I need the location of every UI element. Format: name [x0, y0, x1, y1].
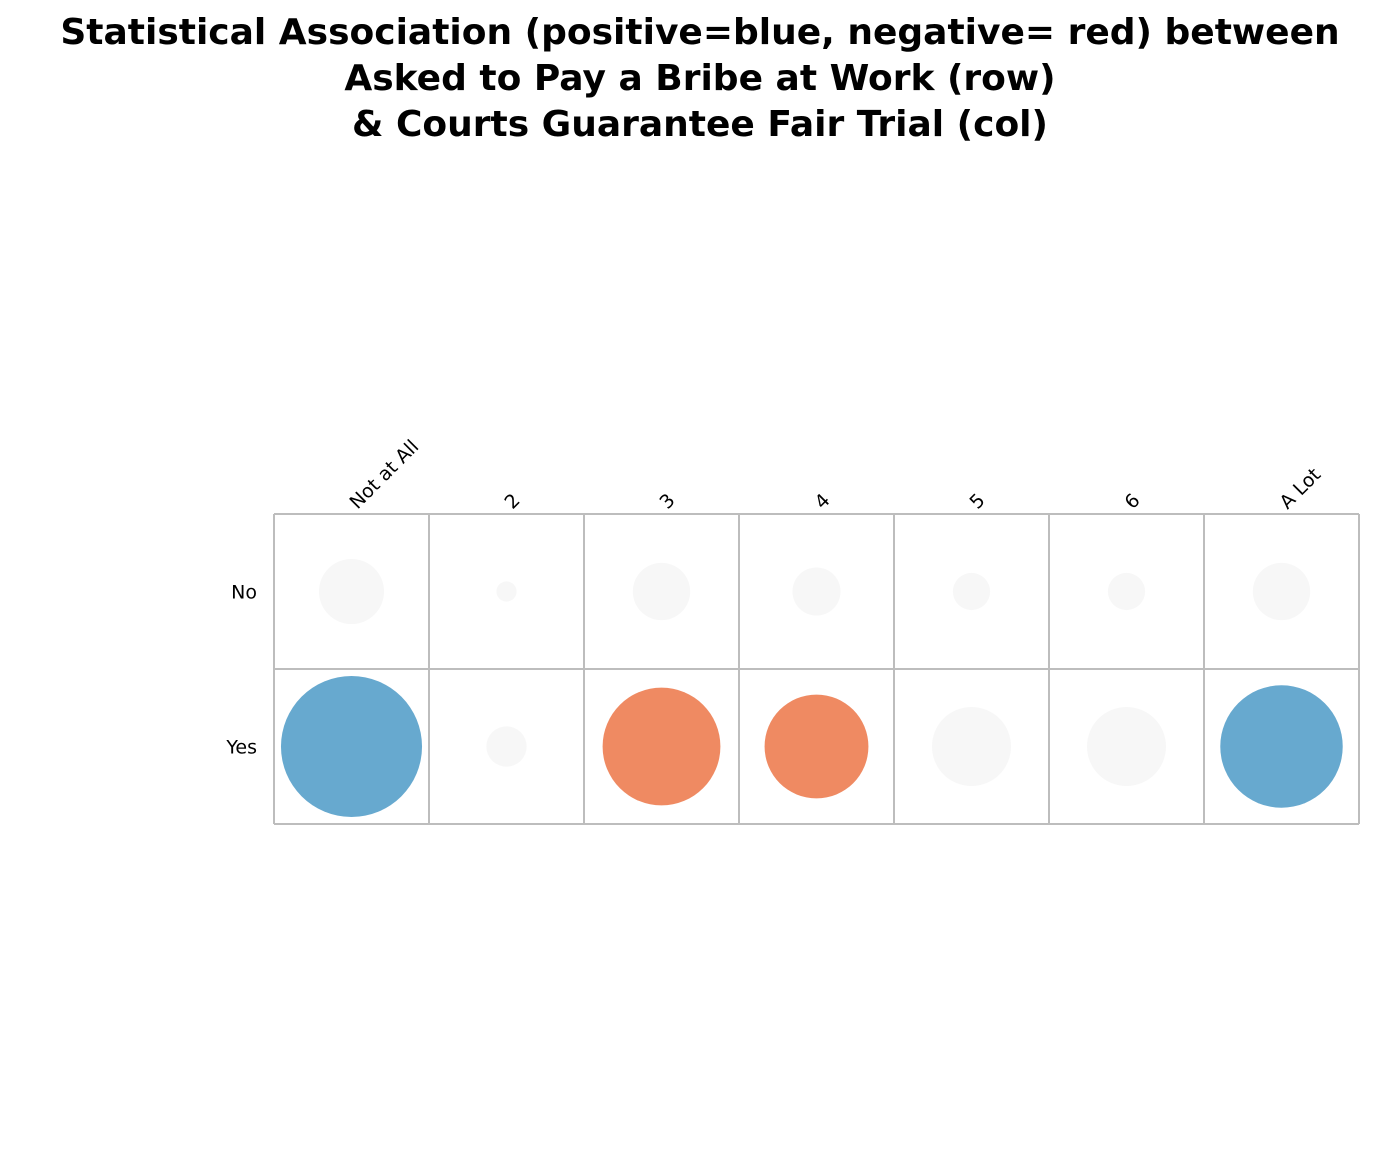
column-label: A Lot — [1275, 464, 1325, 514]
column-label: 3 — [655, 489, 679, 513]
bubble-r1-c6 — [1220, 685, 1343, 808]
chart-title-line-3: & Courts Guarantee Fair Trial (col) — [352, 104, 1048, 145]
chart-title-line-2: Asked to Pay a Bribe at Work (row) — [344, 58, 1056, 99]
row-label: No — [231, 582, 257, 604]
bubble-r1-c0 — [280, 675, 423, 818]
chart-title-line-1: Statistical Association (positive=blue, … — [60, 12, 1340, 53]
bubble-r1-c1 — [486, 726, 527, 767]
column-label: 5 — [965, 489, 989, 513]
bubble-r0-c5 — [1107, 572, 1146, 611]
bubble-r0-c3 — [792, 567, 841, 616]
column-label: 6 — [1120, 489, 1144, 513]
column-label: 2 — [500, 489, 524, 513]
bubble-r1-c4 — [931, 706, 1012, 787]
chart-title: Statistical Association (positive=blue, … — [0, 10, 1400, 148]
bubble-r0-c0 — [318, 558, 385, 625]
bubble-r0-c1 — [496, 581, 517, 602]
column-label: 4 — [810, 489, 834, 513]
column-label: Not at All — [345, 436, 423, 514]
bubble-r0-c4 — [952, 572, 991, 611]
bubble-r0-c6 — [1252, 562, 1311, 621]
bubble-r1-c3 — [764, 694, 869, 799]
bubble-r1-c2 — [602, 687, 721, 806]
bubble-r1-c5 — [1086, 706, 1167, 787]
bubble-r0-c2 — [632, 562, 691, 621]
row-label: Yes — [225, 737, 257, 759]
